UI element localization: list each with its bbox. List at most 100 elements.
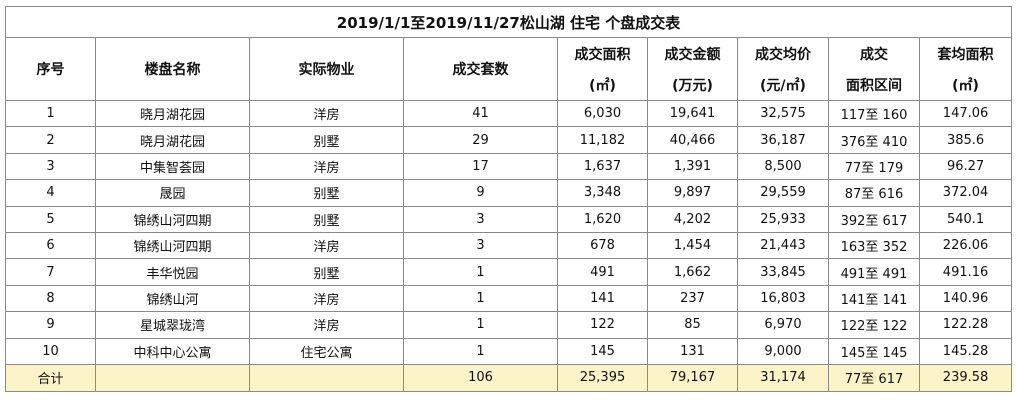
cell-amount: 4,202 (647, 205, 738, 233)
table-row: 3 中集智荟园 洋房 17 1,637 1,391 8,500 77至 179 96.27 (5, 152, 1013, 181)
table-row: 10 中科中心公寓 住宅公寓 1 145 131 9,000 145至 145 145.28 (5, 337, 1013, 365)
cell-range: 376至 410 (828, 126, 920, 154)
cell-units: 17 (403, 152, 558, 181)
cell-index: 9 (5, 311, 96, 339)
cell-name: 锦绣山河 (95, 284, 250, 313)
header-range-sub: 面积区间 (828, 70, 920, 101)
header-units: 成交套数 (403, 37, 558, 101)
total-label: 合计 (5, 363, 96, 392)
header-avg-price: 成交均价 (737, 37, 829, 70)
table-row: 7 丰华悦园 别墅 1 491 1,662 33,845 491至 491 491.16 (5, 258, 1013, 286)
cell-amount: 1,454 (647, 231, 738, 260)
cell-units: 9 (403, 179, 558, 207)
cell-area: 678 (557, 231, 648, 260)
cell-avg-area: 96.27 (918, 152, 1013, 181)
cell-index: 1 (5, 99, 96, 128)
table-row: 9 星城翠珑湾 洋房 1 122 85 6,970 122至 122 122.28 (5, 311, 1013, 339)
cell-index: 3 (5, 152, 96, 181)
cell-type: 洋房 (249, 231, 404, 260)
cell-avg-price: 6,970 (737, 311, 829, 339)
header-index: 序号 (5, 37, 96, 101)
cell-amount: 19,641 (647, 99, 738, 128)
cell-name: 星城翠珑湾 (95, 311, 250, 339)
table-row: 2 晓月湖花园 别墅 29 11,182 40,466 36,187 376至 410 385.… (5, 126, 1013, 154)
cell-index: 2 (5, 126, 96, 154)
total-area: 25,395 (557, 363, 648, 392)
cell-area: 145 (557, 337, 648, 365)
cell-area: 491 (557, 258, 648, 286)
cell-area: 3,348 (557, 179, 648, 207)
total-range: 77至 617 (828, 363, 920, 392)
cell-range: 392至 617 (828, 205, 920, 233)
cell-avg-price: 32,575 (737, 99, 829, 128)
cell-amount: 131 (647, 337, 738, 365)
cell-range: 87至 616 (828, 179, 920, 207)
cell-amount: 1,391 (647, 152, 738, 181)
cell-amount: 9,897 (647, 179, 738, 207)
cell-range: 145至 145 (828, 337, 920, 365)
cell-name: 丰华悦园 (95, 258, 250, 286)
cell-index: 6 (5, 231, 96, 260)
cell-name: 中科中心公寓 (95, 337, 250, 365)
cell-avg-area: 372.04 (918, 179, 1013, 207)
cell-type: 洋房 (249, 99, 404, 128)
cell-area: 141 (557, 284, 648, 313)
cell-name: 晓月湖花园 (95, 99, 250, 128)
total-avg-price: 31,174 (737, 363, 829, 392)
total-row: 合计 106 25,395 79,167 31,174 77至 617 239.58 (5, 363, 1013, 392)
cell-index: 4 (5, 179, 96, 207)
table-row: 8 锦绣山河 洋房 1 141 237 16,803 141至 141 140.96 (5, 284, 1013, 313)
header-avg-price-unit: (元/㎡) (737, 70, 829, 101)
total-empty-name (95, 363, 250, 392)
cell-units: 1 (403, 284, 558, 313)
cell-type: 洋房 (249, 152, 404, 181)
cell-name: 锦绣山河四期 (95, 231, 250, 260)
cell-index: 10 (5, 337, 96, 365)
cell-type: 洋房 (249, 284, 404, 313)
cell-name: 中集智荟园 (95, 152, 250, 181)
cell-area: 1,620 (557, 205, 648, 233)
cell-units: 1 (403, 311, 558, 339)
cell-units: 3 (403, 205, 558, 233)
total-units: 106 (403, 363, 558, 392)
cell-range: 141至 141 (828, 284, 920, 313)
cell-avg-price: 36,187 (737, 126, 829, 154)
cell-units: 1 (403, 337, 558, 365)
cell-type: 别墅 (249, 179, 404, 207)
cell-index: 7 (5, 258, 96, 286)
total-amount: 79,167 (647, 363, 738, 392)
cell-amount: 85 (647, 311, 738, 339)
header-amount: 成交金额 (647, 37, 738, 70)
cell-amount: 40,466 (647, 126, 738, 154)
cell-range: 117至 160 (828, 99, 920, 128)
cell-avg-area: 385.6 (918, 126, 1013, 154)
cell-amount: 237 (647, 284, 738, 313)
table-row: 5 锦绣山河四期 别墅 3 1,620 4,202 25,933 392至 617 540.1 (5, 205, 1013, 233)
cell-avg-area: 491.16 (918, 258, 1013, 286)
table-row: 4 晟园 别墅 9 3,348 9,897 29,559 87至 616 372.04 (5, 179, 1013, 207)
header-type: 实际物业 (249, 37, 404, 101)
cell-area: 6,030 (557, 99, 648, 128)
cell-range: 163至 352 (828, 231, 920, 260)
cell-type: 别墅 (249, 258, 404, 286)
cell-avg-price: 21,443 (737, 231, 829, 260)
cell-avg-area: 540.1 (918, 205, 1013, 233)
cell-area: 122 (557, 311, 648, 339)
cell-area: 1,637 (557, 152, 648, 181)
cell-units: 3 (403, 231, 558, 260)
cell-name: 锦绣山河四期 (95, 205, 250, 233)
cell-index: 8 (5, 284, 96, 313)
header-area: 成交面积 (557, 37, 648, 70)
table-row: 6 锦绣山河四期 洋房 3 678 1,454 21,443 163至 352 226.06 (5, 231, 1013, 260)
cell-range: 122至 122 (828, 311, 920, 339)
total-avg-area: 239.58 (918, 363, 1013, 392)
cell-avg-price: 8,500 (737, 152, 829, 181)
cell-name: 晓月湖花园 (95, 126, 250, 154)
cell-units: 1 (403, 258, 558, 286)
cell-avg-price: 29,559 (737, 179, 829, 207)
cell-name: 晟园 (95, 179, 250, 207)
cell-type: 别墅 (249, 205, 404, 233)
header-range: 成交 (828, 37, 920, 70)
cell-avg-area: 147.06 (918, 99, 1013, 128)
table-title: 2019/1/1至2019/11/27松山湖 住宅 个盘成交表 (4, 6, 1013, 38)
